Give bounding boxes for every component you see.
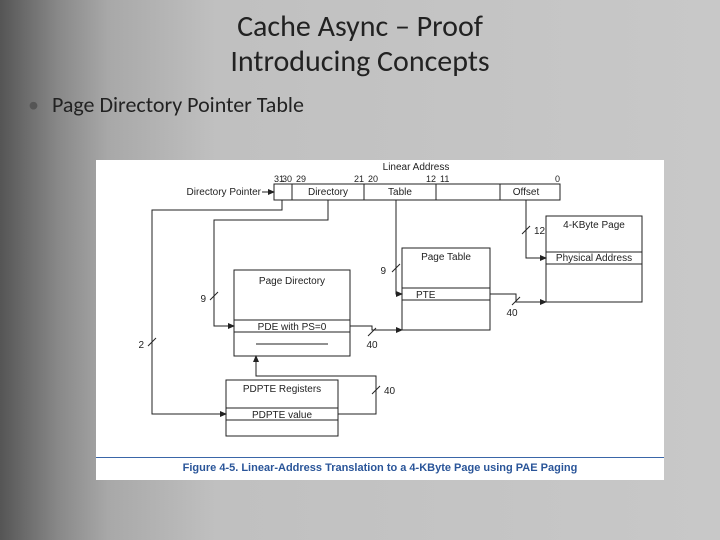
field-table: Table <box>388 187 412 198</box>
phys-addr-label: Physical Address <box>556 253 632 264</box>
bit-0: 0 <box>555 174 560 184</box>
linear-address-bar: 31 30 29 21 20 12 11 0 Directory Table O… <box>274 174 560 200</box>
svg-text:Directory Pointer: Directory Pointer <box>187 187 262 198</box>
svg-text:PDPTE Registers: PDPTE Registers <box>243 384 321 395</box>
diagram-container: Linear Address 31 30 29 21 20 12 11 0 Di… <box>96 160 664 480</box>
wire-table: 9 <box>380 200 402 294</box>
figure-caption: Figure 4-5. Linear-Address Translation t… <box>96 457 664 474</box>
svg-text:4-KByte Page: 4-KByte Page <box>563 220 625 231</box>
paging-diagram: Linear Address 31 30 29 21 20 12 11 0 Di… <box>96 160 664 450</box>
dir-ptr-label: Directory Pointer <box>187 187 274 198</box>
svg-text:40: 40 <box>366 340 378 351</box>
pde-label: PDE with PS=0 <box>258 322 327 333</box>
wire-pde-to-pt: 40 <box>350 326 402 351</box>
pte-label: PTE <box>416 290 436 301</box>
linear-address-title: Linear Address <box>383 162 450 173</box>
pdpte-box: PDPTE Registers PDPTE value <box>226 380 338 436</box>
svg-text:9: 9 <box>380 266 386 277</box>
field-offset: Offset <box>513 187 540 198</box>
slide-title: Cache Async – Proof Introducing Concepts <box>0 0 720 79</box>
bit-12: 12 <box>426 174 436 184</box>
svg-text:9: 9 <box>200 294 206 305</box>
bit-11: 11 <box>440 174 449 184</box>
wire-pte-to-page: 40 <box>490 294 546 319</box>
title-line-2: Introducing Concepts <box>230 43 489 80</box>
bullet-text: Page Directory Pointer Table <box>52 91 304 118</box>
bullet-marker: • <box>28 91 39 118</box>
page-table-box: Page Table PTE <box>402 248 490 330</box>
wire-directory: 9 <box>200 200 328 326</box>
wire-dirptr: 2 <box>138 200 282 414</box>
wire-offset: 12 <box>522 200 546 258</box>
svg-text:Page Directory: Page Directory <box>259 276 325 287</box>
bit-21: 21 <box>354 174 364 184</box>
title-line-1: Cache Async – Proof <box>237 8 483 45</box>
bullet-item: • Page Directory Pointer Table <box>0 79 720 118</box>
bit-30: 30 <box>282 174 292 184</box>
field-directory: Directory <box>308 187 348 198</box>
bit-29: 29 <box>296 174 306 184</box>
svg-text:2: 2 <box>138 340 144 351</box>
svg-text:Page Table: Page Table <box>421 252 471 263</box>
svg-text:40: 40 <box>384 386 396 397</box>
svg-text:40: 40 <box>506 308 518 319</box>
page-directory-box: Page Directory PDE with PS=0 <box>234 270 350 356</box>
bit-20: 20 <box>368 174 378 184</box>
page-4k-box: 4-KByte Page Physical Address <box>546 216 642 302</box>
svg-text:12: 12 <box>534 226 546 237</box>
pdpte-val-label: PDPTE value <box>252 410 312 421</box>
